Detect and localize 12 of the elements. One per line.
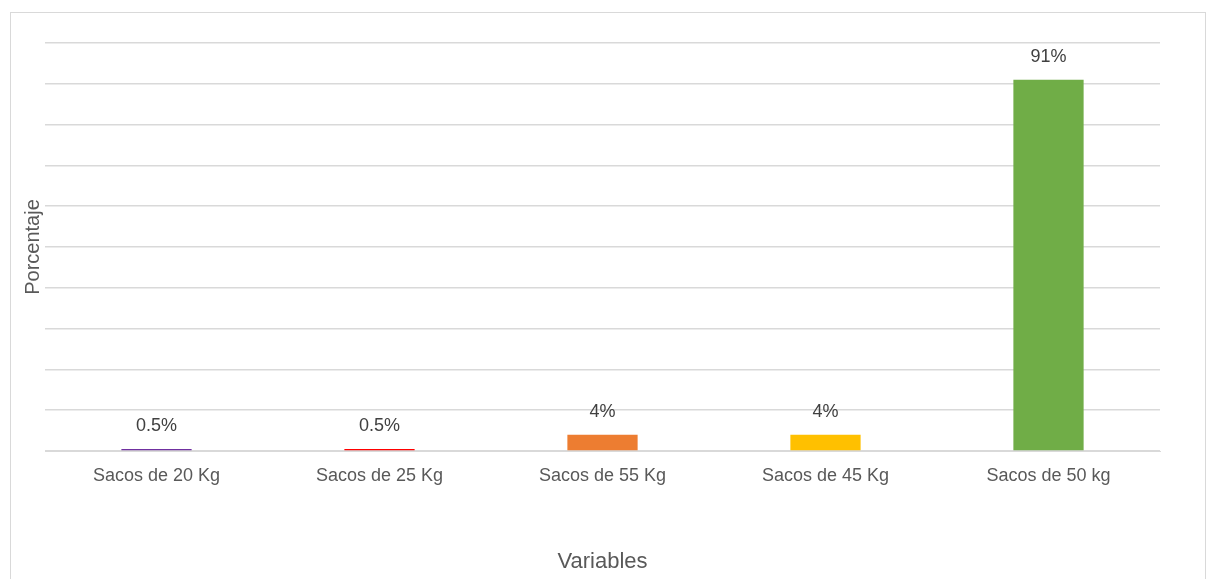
x-tick-label: Sacos de 50 kg [986,464,1111,485]
data-label: 4% [589,400,616,421]
x-axis-title: Variables [557,547,648,573]
data-label: 0.5% [358,414,401,435]
data-label: 0.5% [135,414,178,435]
data-label: 4% [812,400,839,421]
y-axis-title: Porcentaje [20,199,43,295]
x-tick-label: Sacos de 20 Kg [92,464,221,485]
x-tick-label: Sacos de 25 Kg [315,464,444,485]
x-tick-label: Sacos de 45 Kg [761,464,890,485]
data-label: 91% [1030,45,1067,66]
x-tick-label: Sacos de 55 Kg [538,464,667,485]
